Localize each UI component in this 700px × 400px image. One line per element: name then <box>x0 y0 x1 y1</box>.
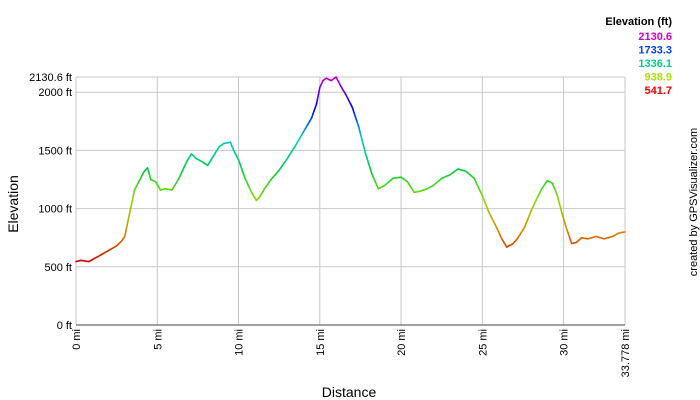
y-tick-labels: 0 ft 500 ft 1000 ft 1500 ft 2000 ft 2130.6 ft <box>29 72 72 332</box>
y-tick-label: 2130.6 ft <box>29 72 72 84</box>
x-tick-label: 0 mi <box>71 329 83 350</box>
elevation-line-segment <box>362 145 367 154</box>
elevation-line-segment <box>130 200 133 209</box>
elevation-line-segment <box>239 163 243 170</box>
legend-title: Elevation (ft) <box>605 16 672 28</box>
elevation-line-segment <box>126 218 130 226</box>
elevation-line-segment <box>475 181 480 188</box>
legend-entry: 2130.6 <box>638 31 672 43</box>
elevation-line-segment <box>127 212 131 220</box>
legend-entry: 938.9 <box>644 72 672 84</box>
y-tick-label: 0 ft <box>57 320 72 332</box>
y-tick-label: 1000 ft <box>38 204 72 216</box>
plot-area <box>75 76 626 326</box>
x-axis-title: Distance <box>322 384 377 400</box>
elevation-line-segment <box>366 157 370 165</box>
elevation-line-segment <box>128 206 132 215</box>
elevation-line-segment <box>473 177 478 184</box>
gridlines <box>75 76 626 326</box>
elevation-line-segment <box>558 203 562 210</box>
y-axis-title: Elevation <box>5 175 21 233</box>
elevation-line-segment <box>131 194 135 203</box>
credit-text: created by GPSVisualizer.com <box>688 128 700 276</box>
elevation-series-line <box>75 76 626 263</box>
legend-entry: 1733.3 <box>638 45 672 57</box>
x-tick-label: 30 mi <box>559 329 571 356</box>
elevation-line-segment <box>242 172 246 180</box>
elevation-line-segment <box>179 169 184 176</box>
x-tick-label: 33.778 mi <box>620 329 632 377</box>
elevation-line-segment <box>359 132 363 141</box>
elevation-line-segment <box>354 116 358 123</box>
y-tick-label: 1500 ft <box>38 145 72 157</box>
elevation-line-segment <box>240 168 245 175</box>
x-tick-label: 20 mi <box>396 329 408 356</box>
elevation-line-segment <box>364 151 368 159</box>
elevation-line-segment <box>477 186 482 193</box>
elevation-line-segment <box>557 198 561 205</box>
x-tick-label: 15 mi <box>315 329 327 356</box>
x-tick-label: 10 mi <box>234 329 246 356</box>
x-tick-labels: 0 mi 5 mi 10 mi 15 mi 20 mi 25 mi 30 mi 33.778 … <box>71 329 632 377</box>
elevation-line-segment <box>123 229 127 238</box>
elevation-line-segment <box>369 167 373 175</box>
elevation-line-segment <box>132 189 136 197</box>
elevation-line-segment <box>351 106 355 114</box>
y-tick-label: 500 ft <box>44 262 72 274</box>
elevation-line-segment <box>125 224 128 232</box>
elevation-line-segment <box>356 121 360 128</box>
elevation-line-segment <box>361 139 365 148</box>
elevation-line-segment <box>556 193 560 201</box>
elevation-line-segment <box>559 207 563 215</box>
elevation-line-segment <box>358 126 362 135</box>
elevation-line-segment <box>183 161 188 168</box>
y-tick-label: 2000 ft <box>38 87 72 99</box>
elevation-line-segment <box>177 174 182 181</box>
x-tick-label: 25 mi <box>477 329 489 356</box>
elevation-line-segment <box>479 190 484 197</box>
legend-entry: 541.7 <box>644 85 672 97</box>
legend-entry: 1336.1 <box>638 58 672 70</box>
elevation-line-segment <box>367 162 371 170</box>
elevation-line-segment <box>181 165 186 172</box>
elevation-line-segment <box>237 158 241 166</box>
x-tick-label: 5 mi <box>152 329 164 350</box>
elevation-line-segment <box>353 111 357 119</box>
